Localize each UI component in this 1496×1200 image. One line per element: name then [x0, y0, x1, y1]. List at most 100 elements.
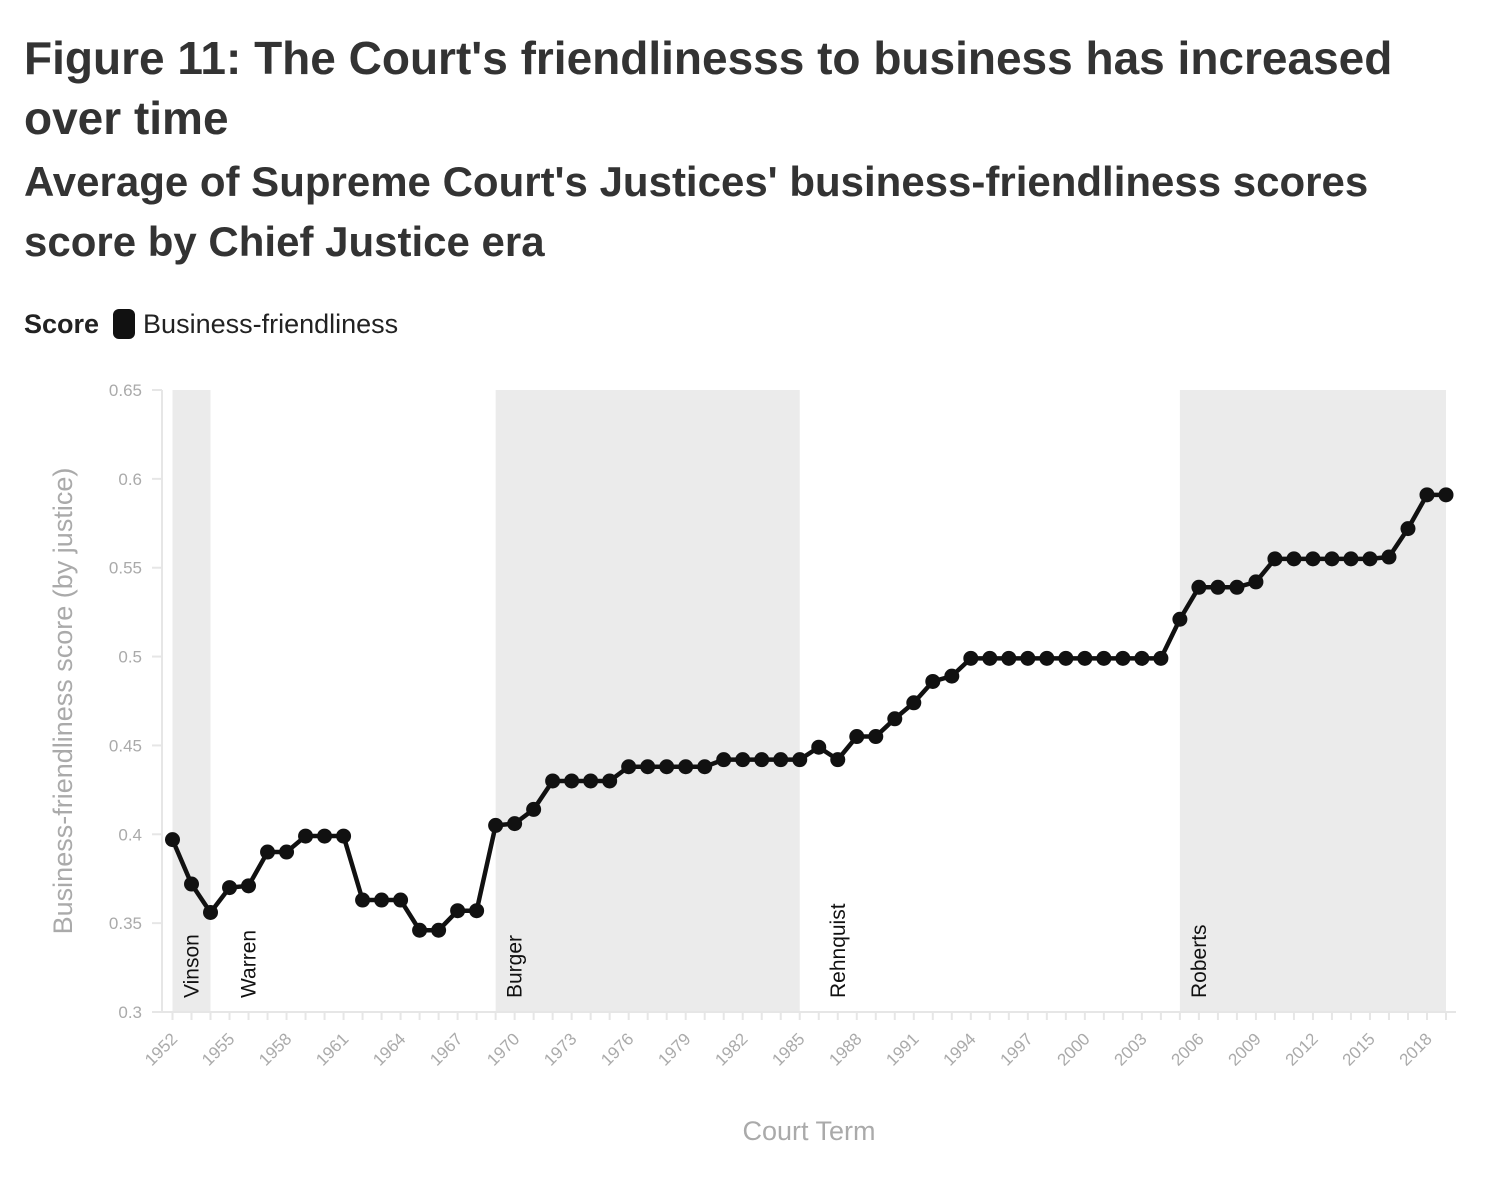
x-tick-label: 1955: [198, 1029, 238, 1069]
data-point: [754, 752, 770, 768]
x-tick-label: 1997: [996, 1029, 1036, 1069]
data-point: [1096, 650, 1112, 666]
x-tick-label: 1967: [426, 1029, 466, 1069]
data-point: [792, 752, 808, 768]
era-band-roberts: [1179, 390, 1446, 1012]
data-point: [1020, 650, 1036, 666]
x-tick-label: 2015: [1339, 1029, 1379, 1069]
data-point: [1438, 487, 1454, 503]
x-ticks: 1952 1955 1958 1961 1964 1967 1970 1973 1976 1979…: [141, 1012, 1447, 1070]
x-tick-label: 1988: [825, 1029, 865, 1069]
y-ticks: 0.3 0.35 0.4 0.45 0.5 0.55 0.6 0.65: [109, 381, 162, 1022]
data-point: [279, 844, 295, 860]
chart-title: Figure 11: The Court's friendlinesss to …: [24, 32, 1393, 144]
era-label-roberts: Roberts: [1188, 924, 1211, 998]
data-point: [773, 752, 789, 768]
data-point: [1362, 551, 1378, 567]
data-point: [298, 828, 314, 844]
data-point: [811, 739, 827, 755]
x-axis-title: Court Term: [742, 1116, 875, 1146]
data-point: [374, 892, 390, 908]
x-tick-label: 2009: [1225, 1029, 1265, 1069]
data-point: [336, 828, 352, 844]
axes: [161, 390, 1456, 1013]
x-tick-label: 1991: [882, 1029, 922, 1069]
data-point: [260, 844, 276, 860]
data-point: [735, 752, 751, 768]
data-point: [583, 773, 599, 789]
data-point: [982, 650, 998, 666]
data-point: [1267, 551, 1283, 567]
data-point: [963, 650, 979, 666]
data-point: [1039, 650, 1055, 666]
x-tick-label: 1979: [654, 1029, 694, 1069]
data-point: [830, 752, 846, 768]
data-point: [1001, 650, 1017, 666]
y-tick-label: 0.55: [109, 559, 142, 578]
era-bands: [172, 390, 1446, 1012]
data-point: [431, 922, 447, 938]
data-point: [716, 752, 732, 768]
y-tick-label: 0.3: [118, 1003, 142, 1022]
data-point: [1210, 579, 1226, 595]
data-point: [564, 773, 580, 789]
x-tick-label: 1958: [255, 1029, 295, 1069]
era-label-warren: Warren: [238, 930, 261, 998]
x-tick-label: 2000: [1054, 1029, 1094, 1069]
x-tick-label: 2003: [1111, 1029, 1151, 1069]
x-tick-label: 2006: [1168, 1029, 1208, 1069]
data-point: [1286, 551, 1302, 567]
y-tick-label: 0.65: [109, 381, 142, 400]
x-tick-label: 1985: [768, 1029, 808, 1069]
data-point: [887, 711, 903, 727]
data-point: [659, 759, 675, 775]
data-point: [640, 759, 656, 775]
data-point: [1191, 579, 1207, 595]
data-point: [621, 759, 637, 775]
y-tick-label: 0.45: [109, 736, 142, 755]
era-label-vinson: Vinson: [181, 934, 204, 998]
y-axis-title: Business-friendliness score (by justice): [48, 468, 78, 935]
data-point: [1058, 650, 1074, 666]
x-tick-label: 2012: [1282, 1029, 1322, 1069]
data-point: [868, 729, 884, 745]
legend: Score Business-friendliness: [24, 304, 398, 344]
data-point: [1248, 574, 1264, 590]
era-label-rehnquist: Rehnquist: [827, 903, 850, 998]
data-point: [1381, 549, 1397, 565]
legend-item-label: Business-friendliness: [143, 308, 399, 339]
era-band-burger: [495, 390, 800, 1012]
x-tick-label: 2018: [1396, 1029, 1436, 1069]
data-point: [1343, 551, 1359, 567]
data-point: [393, 892, 409, 908]
data-point: [355, 892, 371, 908]
data-point: [469, 903, 485, 919]
data-point: [1172, 611, 1188, 627]
data-point: [849, 729, 865, 745]
data-point: [678, 759, 694, 775]
data-point: [1134, 650, 1150, 666]
x-tick-label: 1952: [141, 1029, 181, 1069]
era-band-vinson: [172, 390, 211, 1012]
data-point: [222, 880, 238, 896]
data-point: [184, 876, 200, 892]
data-point: [412, 922, 428, 938]
data-point: [450, 903, 466, 919]
data-point: [241, 878, 257, 894]
data-point: [1419, 487, 1435, 503]
data-point: [906, 695, 922, 711]
data-point: [697, 759, 713, 775]
era-label-burger: Burger: [504, 935, 527, 998]
y-tick-label: 0.5: [118, 648, 142, 667]
data-point: [507, 816, 523, 832]
data-point: [925, 673, 941, 689]
x-tick-label: 1994: [939, 1029, 979, 1069]
data-point: [1229, 579, 1245, 595]
y-tick-label: 0.4: [118, 825, 142, 844]
legend-title: Score: [24, 308, 100, 339]
series: [165, 487, 1454, 938]
legend-swatch: [113, 309, 136, 339]
data-point: [1077, 650, 1093, 666]
x-tick-label: 1961: [312, 1029, 352, 1069]
